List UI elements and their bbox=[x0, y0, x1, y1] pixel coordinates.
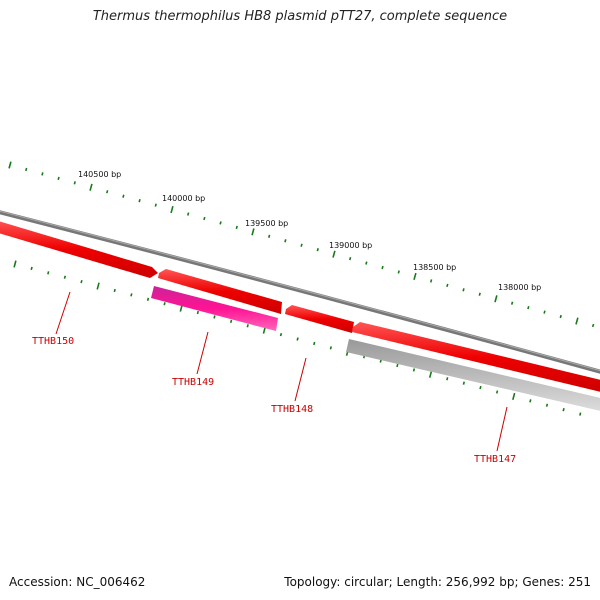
inner-minor-tick bbox=[113, 288, 116, 293]
outer-minor-tick bbox=[73, 181, 76, 185]
outer-minor-tick bbox=[429, 279, 433, 283]
inner-minor-tick bbox=[146, 297, 150, 301]
gene-arrow-tthb150[interactable] bbox=[0, 220, 158, 278]
gene-label-tthb150[interactable]: TTHB150 bbox=[32, 336, 74, 347]
outer-minor-tick bbox=[510, 301, 514, 305]
outer-minor-tick bbox=[300, 243, 303, 247]
inner-minor-tick bbox=[163, 302, 166, 306]
leader-line-tthb148 bbox=[294, 357, 307, 402]
outer-minor-tick bbox=[106, 190, 109, 194]
outer-major-tick bbox=[251, 228, 255, 236]
outer-minor-tick bbox=[446, 283, 449, 288]
inner-minor-tick bbox=[545, 403, 549, 407]
inner-minor-tick bbox=[246, 324, 249, 328]
scale-label-139500: 139500 bp bbox=[245, 219, 288, 228]
inner-minor-tick bbox=[495, 390, 499, 394]
inner-major-tick bbox=[428, 370, 433, 378]
scale-label-138500: 138500 bp bbox=[413, 263, 456, 272]
outer-minor-tick bbox=[381, 265, 384, 270]
inner-minor-tick bbox=[462, 381, 466, 385]
inner-minor-tick bbox=[479, 385, 482, 390]
inner-minor-tick bbox=[196, 310, 200, 315]
outer-minor-tick bbox=[543, 310, 546, 314]
backbone-line bbox=[0, 210, 600, 374]
outer-minor-tick bbox=[284, 239, 287, 243]
scale-label-139000: 139000 bp bbox=[329, 241, 372, 250]
outer-major-tick bbox=[494, 295, 498, 303]
gene-arrow-tthb147-forward[interactable] bbox=[352, 322, 600, 393]
inner-minor-tick bbox=[47, 271, 50, 275]
inner-minor-tick bbox=[229, 319, 233, 324]
outer-minor-tick bbox=[559, 314, 562, 319]
inner-minor-tick bbox=[329, 346, 333, 350]
outer-minor-tick bbox=[122, 194, 125, 198]
inner-minor-tick bbox=[313, 341, 316, 346]
inner-minor-tick bbox=[579, 412, 582, 416]
outer-major-tick bbox=[332, 250, 336, 258]
leader-line-tthb149 bbox=[196, 331, 209, 375]
gene-label-tthb149[interactable]: TTHB149 bbox=[172, 377, 214, 388]
inner-minor-tick bbox=[529, 399, 532, 403]
outer-minor-tick bbox=[154, 203, 157, 207]
inner-minor-tick bbox=[562, 408, 565, 412]
outer-minor-tick bbox=[462, 288, 465, 292]
outer-minor-tick bbox=[138, 199, 141, 203]
backbone-highlight bbox=[0, 210, 600, 372]
accession-text: Accession: NC_006462 bbox=[9, 575, 146, 589]
inner-minor-tick bbox=[296, 337, 299, 341]
outer-minor-tick bbox=[316, 248, 319, 252]
scale-label-140000: 140000 bp bbox=[162, 194, 205, 203]
outer-minor-tick bbox=[478, 292, 481, 296]
outer-major-tick bbox=[89, 183, 93, 191]
inner-minor-tick bbox=[30, 266, 33, 271]
outer-major-tick bbox=[170, 205, 174, 214]
inner-minor-tick bbox=[412, 368, 416, 372]
gene-arrow-tthb149-forward[interactable] bbox=[158, 269, 282, 314]
outer-minor-tick bbox=[203, 216, 206, 221]
inner-minor-tick bbox=[446, 377, 449, 381]
outer-major-tick bbox=[575, 317, 579, 325]
outer-minor-tick bbox=[365, 261, 368, 265]
gene-label-tthb148[interactable]: TTHB148 bbox=[271, 404, 313, 415]
gene-bar-tthb147[interactable] bbox=[346, 339, 600, 412]
outer-minor-tick bbox=[219, 221, 222, 225]
map-title: Thermus thermophilus HB8 plasmid pTT27, … bbox=[92, 9, 508, 24]
topology-text: Topology: circular; Length: 256,992 bp; … bbox=[284, 575, 591, 589]
scale-label-140500: 140500 bp bbox=[78, 170, 121, 179]
gene-bar-tthb149[interactable] bbox=[151, 286, 278, 331]
inner-major-tick bbox=[96, 282, 100, 290]
outer-minor-tick bbox=[187, 212, 190, 216]
inner-minor-tick bbox=[130, 293, 133, 297]
outer-major-tick bbox=[413, 272, 417, 281]
outer-minor-tick bbox=[527, 305, 530, 310]
outer-minor-tick bbox=[57, 176, 60, 181]
inner-major-tick bbox=[13, 260, 17, 268]
leader-line-tthb147 bbox=[496, 406, 508, 452]
outer-minor-tick bbox=[591, 323, 595, 328]
inner-minor-tick bbox=[213, 315, 216, 319]
outer-minor-tick bbox=[41, 172, 44, 176]
inner-minor-tick bbox=[80, 280, 83, 284]
outer-minor-tick bbox=[397, 270, 400, 274]
inner-minor-tick bbox=[379, 359, 382, 363]
leader-line-tthb150 bbox=[55, 291, 71, 335]
outer-minor-tick bbox=[348, 256, 352, 261]
inner-minor-tick bbox=[279, 332, 283, 337]
outer-tick-marks bbox=[8, 161, 595, 328]
outer-minor-tick bbox=[267, 234, 271, 238]
gene-arrow-tthb148[interactable] bbox=[285, 305, 354, 333]
outer-minor-tick bbox=[25, 167, 28, 172]
scale-label-138000: 138000 bp bbox=[498, 283, 541, 292]
inner-major-tick bbox=[512, 392, 516, 401]
inner-minor-tick bbox=[396, 363, 399, 368]
gene-label-tthb147[interactable]: TTHB147 bbox=[474, 454, 516, 465]
outer-minor-tick bbox=[235, 225, 238, 230]
inner-minor-tick bbox=[63, 275, 67, 279]
outer-major-tick bbox=[8, 161, 12, 169]
